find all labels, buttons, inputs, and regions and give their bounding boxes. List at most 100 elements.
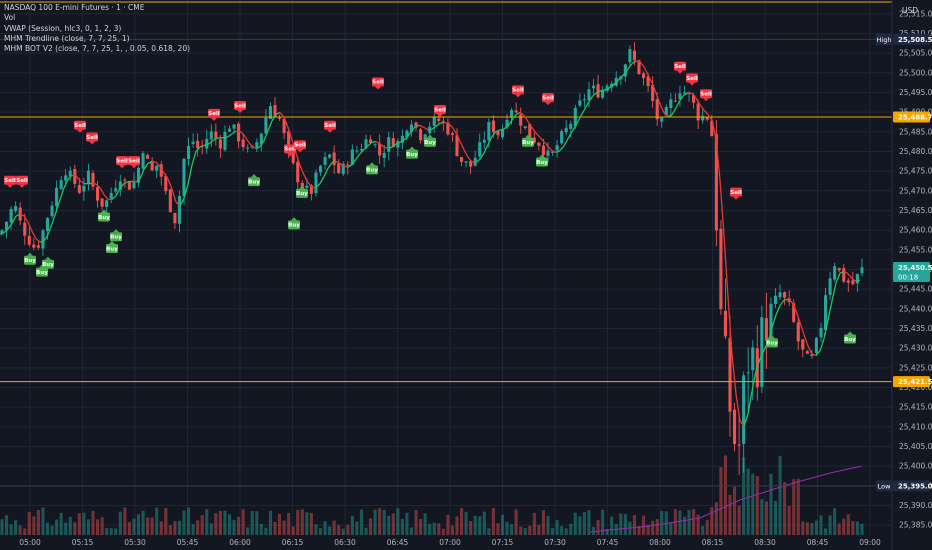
volume-bar [291,526,295,535]
signal-pointer [703,98,709,102]
volume-bar [523,527,527,535]
candle-body [268,106,272,120]
signal-pointer [437,113,443,117]
candle-body [105,200,109,207]
candle-body [227,128,232,132]
legend-vwap[interactable]: VWAP (Session, hlc3, 0, 1, 2, 3) [4,23,122,33]
candle-body [551,151,555,153]
candle-body [191,141,195,144]
trend-segment [615,78,621,83]
trend-segment [367,141,373,147]
signal-box [234,101,246,111]
volume-bar [519,526,523,535]
buy-signal: Buy [522,134,534,147]
candle-body [328,154,332,158]
signal-box [288,220,300,230]
y-tick-label: 25,500.00 [899,68,932,77]
legend-trendline[interactable]: MHM Trendline (close, 7, 7, 25, 1) [4,33,130,43]
y-tick-label: 25,405.00 [899,442,932,451]
trend-segment [447,123,453,128]
signal-box [542,93,554,103]
y-tick-label: 25,440.00 [899,304,932,313]
candle-body [182,158,186,197]
signal-label: Sell [730,190,742,196]
signal-label: Buy [106,246,118,252]
trend-segment [747,391,753,415]
trend-segment [147,161,153,164]
candle-body [59,180,63,190]
candle-body [846,280,850,283]
volume-bar [446,514,450,535]
signal-label: Sell [434,107,446,113]
symbol-title[interactable]: NASDAQ 100 E-mini Futures · 1 · CME [4,3,145,12]
signal-pointer [297,149,303,153]
y-tick-label: 25,410.00 [899,422,932,431]
time-axis[interactable]: 05:00 05:15 05:30 05:45 06:00 06:15 06:30 06:45… [19,538,881,547]
signal-pointer [109,240,115,244]
currency-label[interactable]: USD [901,6,918,15]
trend-segment [639,61,645,68]
trend-segment [171,188,177,203]
volume-bar [560,526,564,535]
trend-segment [411,125,417,131]
volume-bar [814,520,818,535]
trend-segment [779,299,785,306]
trend-segment [647,74,653,84]
trend-segment [351,158,357,165]
candle-body [519,114,523,126]
signal-box [372,77,384,87]
trend-segment [759,349,765,360]
badge-value: 25,508.50 [898,36,932,44]
signal-box [128,156,140,166]
volume-bar [419,518,423,535]
trend-segment [99,187,105,196]
volume-bar [460,508,464,535]
signal-pointer [131,165,137,169]
badge-bg [893,33,930,45]
volume-bar [246,527,250,535]
volume-bar [450,525,454,535]
candle-body [232,124,236,129]
volume-bar [91,510,95,535]
price-axis[interactable]: 25,515.00 25,510.00 25,505.00 25,500.00 25,4… [876,0,932,550]
candle-body [5,221,9,231]
candle-body [760,317,764,387]
sell-signal: Sell [674,61,686,74]
buy-signal: Buy [42,256,54,269]
volume-bar [601,509,605,535]
trend-segment [839,270,845,274]
trend-segment [167,178,173,190]
candle-body [824,295,828,330]
trend-segment [79,179,85,185]
x-tick-label: 08:45 [807,538,829,547]
volume-bar [300,509,304,535]
legend-bot[interactable]: MHM BOT V2 (close, 7, 7, 25, 1, , 0.05, … [4,44,191,54]
legend-vol[interactable]: Vol [4,13,16,23]
signal-label: Sell [372,80,384,86]
trend-segment [619,73,625,80]
volume-bar [27,511,31,535]
trend-segment [251,146,257,150]
volume-bar [309,513,313,535]
volume-bar [637,525,641,535]
candle-body [86,170,90,185]
candle-body [710,120,714,137]
trend-segment [703,109,709,115]
x-tick-label: 08:30 [754,538,776,547]
signal-box [284,144,296,154]
volume-bar [218,510,222,535]
candle-body [218,139,222,149]
trend-segment [687,92,693,95]
signal-box [24,255,36,265]
signal-label: Sell [700,92,712,98]
buy-signal: Buy [98,209,110,222]
trend-segment [407,129,413,137]
volume-bar [682,516,687,535]
volume-bar [346,524,350,535]
trend-segment [691,92,697,99]
trend-segment [187,164,193,185]
candle-body [314,172,318,194]
trend-segment [651,82,657,94]
volume-bar [487,528,491,535]
